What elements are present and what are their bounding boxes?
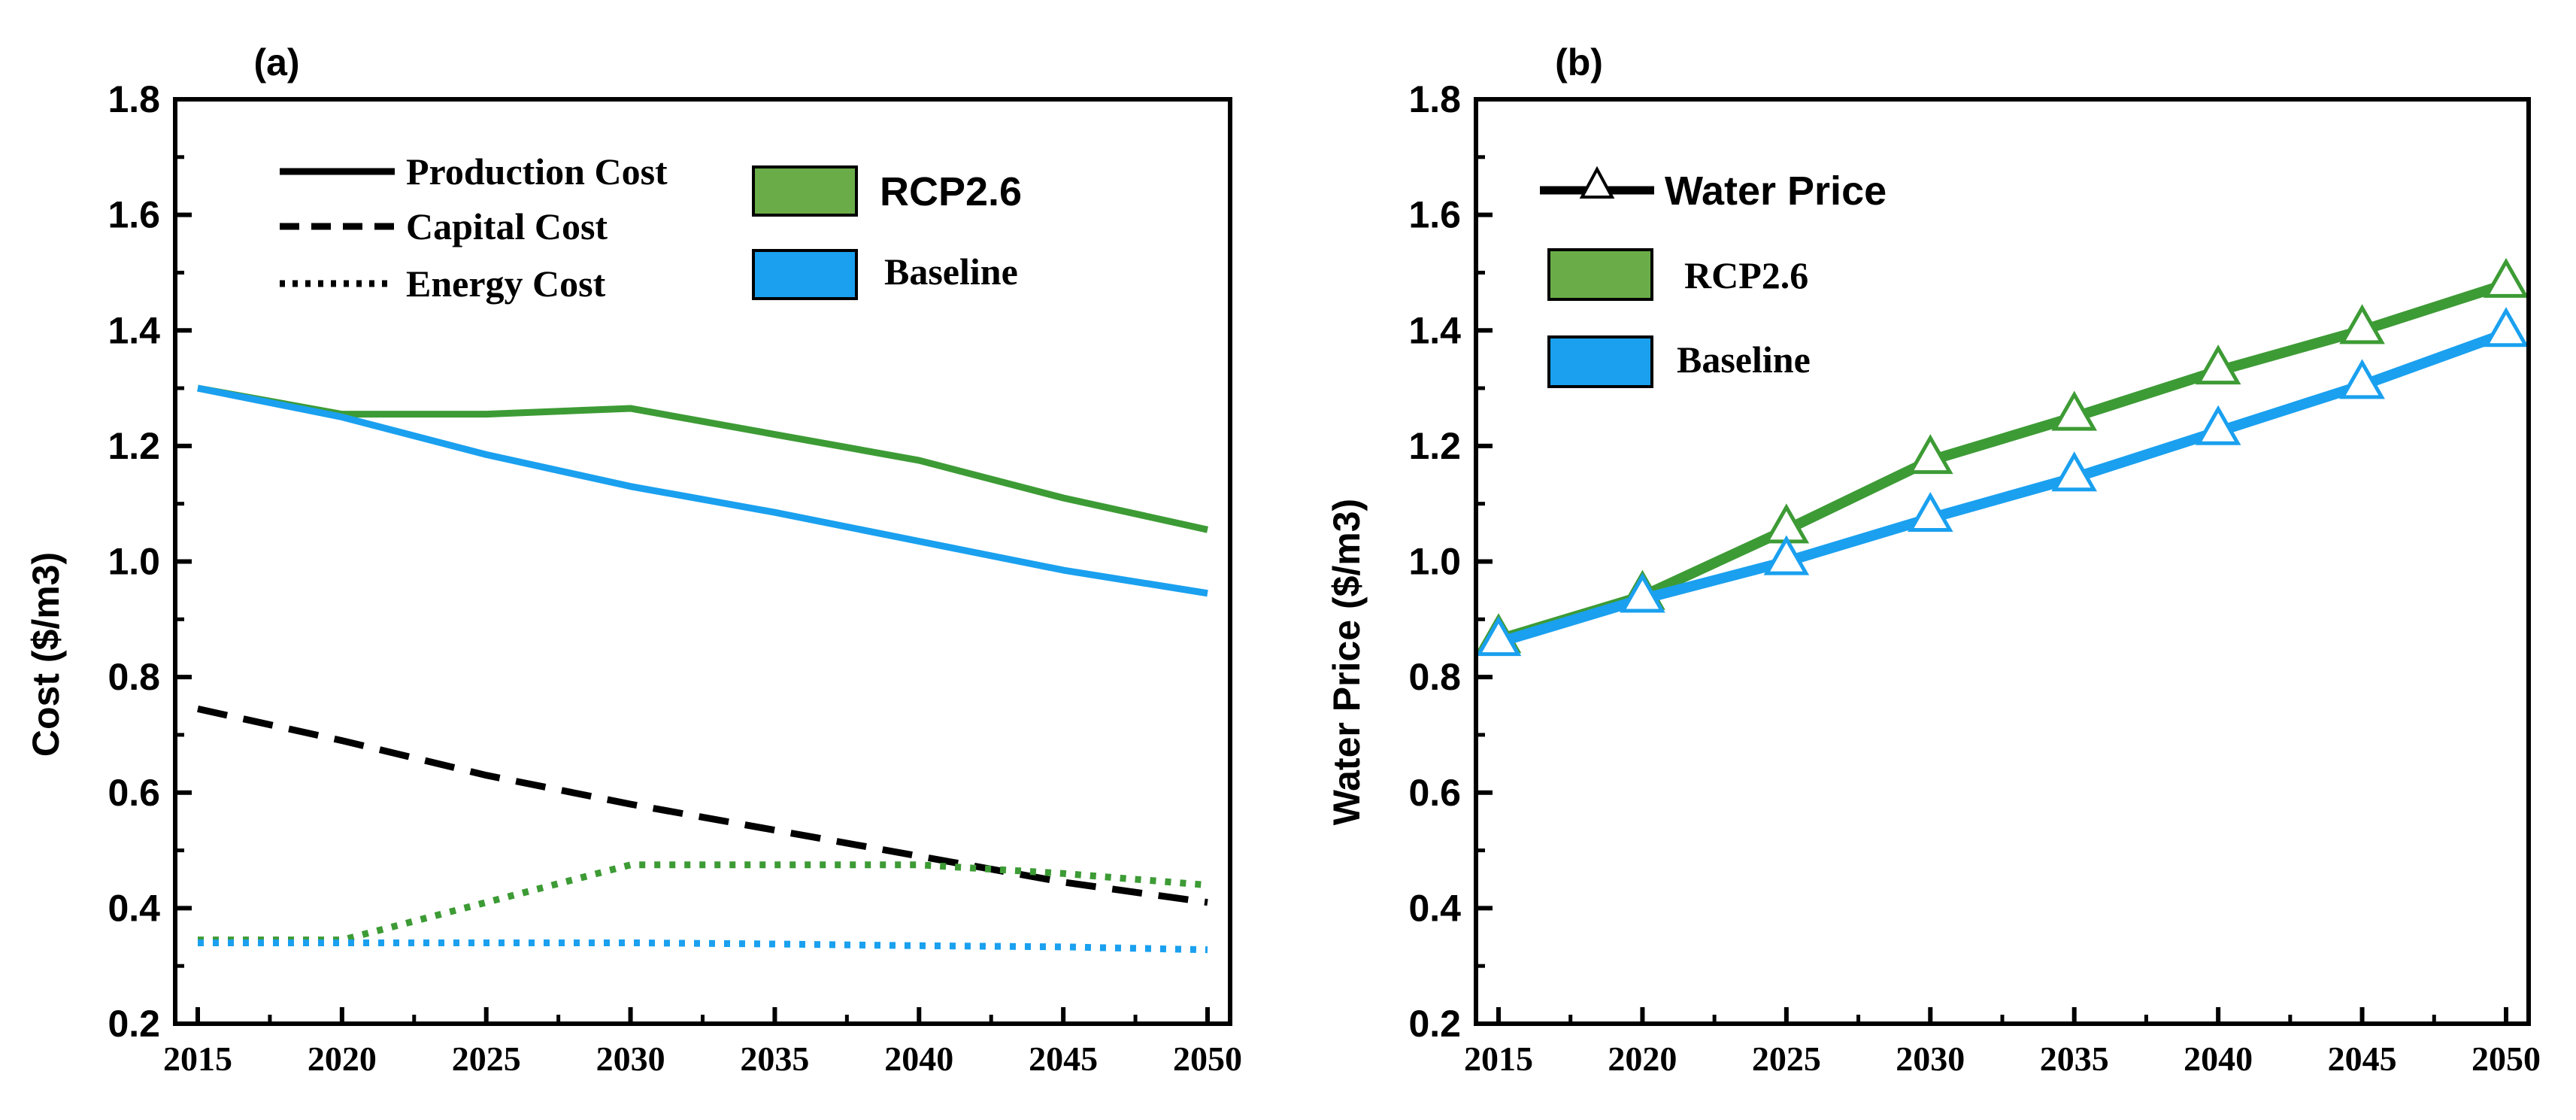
panel-b-y-tick-label: 1.6 <box>1408 194 1461 236</box>
legend-energy-cost-label: Energy Cost <box>406 263 606 305</box>
panel-a-x-tick-label: 2045 <box>1029 1040 1098 1078</box>
panel-b-x-ticks: 2015 2020 2025 2030 2035 2040 2045 2050 <box>1464 1007 2541 1078</box>
series-water-price-rcp2-6-point <box>2051 390 2098 431</box>
panel-b-series <box>1475 257 2529 657</box>
panel-a-y-tick-label: 0.8 <box>108 656 160 698</box>
series-water-price-baseline-line <box>1496 328 2508 648</box>
panel-b-frame <box>1474 97 2531 1026</box>
series-water-price-baseline-point <box>2339 359 2385 399</box>
panel-a-y-tick-label: 1.0 <box>108 541 160 583</box>
panel-b-y-tick-label: 1.2 <box>1408 425 1461 467</box>
panel-a-y-tick-label: 1.4 <box>108 309 160 351</box>
panel-a-frame <box>173 97 1232 1026</box>
legend-rcp-label: RCP2.6 <box>880 169 1022 214</box>
panel-b-legend: Water Price RCP2.6 Baseline <box>1540 165 1887 388</box>
panel-b-y-tick-label: 0.6 <box>1408 772 1461 814</box>
series-production-cost-baseline-line <box>197 384 1208 597</box>
series-water-price-baseline-point <box>1763 535 1810 575</box>
panel-a-x-tick-label: 2030 <box>596 1040 665 1078</box>
series-water-price-baseline-point <box>1620 572 1665 613</box>
panel-a-x-tick-label: 2040 <box>884 1040 953 1078</box>
panel-b-y-tick-label: 1.4 <box>1408 309 1461 351</box>
panel-b-x-tick-label: 2030 <box>1896 1040 1965 1078</box>
panel-a-x-tick-label: 2025 <box>452 1040 521 1078</box>
panel-a-legend-line-types: Production Cost Capital Cost Energy Cost <box>280 150 668 305</box>
panel-a-legend-scenarios: RCP2.6 Baseline <box>752 165 1022 300</box>
legend-baseline-swatch <box>752 249 858 300</box>
panel-a-x-tick-label: 2015 <box>163 1040 232 1078</box>
panel-b-x-tick-label: 2045 <box>2328 1040 2397 1078</box>
panel-a-x-tick-label: 2035 <box>740 1040 809 1078</box>
series-capital-cost-line <box>197 705 1208 906</box>
panel-b-y-tick-label: 0.4 <box>1408 887 1461 929</box>
panel-a-y-tick-label: 0.2 <box>108 1003 160 1045</box>
series-water-price-rcp2-6-line <box>1496 279 2508 645</box>
panel-b-x-tick-label: 2015 <box>1464 1040 1533 1078</box>
panel-a-series <box>197 384 1208 954</box>
series-energy-cost-rcp2-6-line <box>198 861 1208 944</box>
panel-b-label: (b) <box>1555 41 1603 83</box>
panel-b-x-tick-label: 2025 <box>1752 1040 1821 1078</box>
panel-b-x-tick-label: 2040 <box>2184 1040 2253 1078</box>
panel-b-x-tick-label: 2020 <box>1608 1040 1677 1078</box>
series-energy-cost-baseline-line <box>198 939 1208 954</box>
panel-a-x-tick-label: 2050 <box>1173 1040 1242 1078</box>
legend-b-baseline-swatch <box>1547 335 1653 388</box>
panel-a: (a) Cost ($/m3) 0.2 0.4 0.6 0.8 1.0 1.2 1.4 1.6… <box>25 41 1242 1078</box>
series-water-price-baseline-point <box>2483 307 2529 348</box>
legend-b-rcp-swatch <box>1547 248 1653 301</box>
panel-a-label: (a) <box>253 41 299 83</box>
panel-a-x-tick-label: 2020 <box>308 1040 377 1078</box>
panel-b-y-tick-label: 0.8 <box>1408 656 1461 698</box>
panel-b-y-tick-label: 0.2 <box>1408 1003 1461 1045</box>
panel-b-y-tick-label: 1.8 <box>1408 78 1461 120</box>
panel-b-y-tick-label: 1.0 <box>1408 541 1461 583</box>
panel-a-y-tick-label: 0.4 <box>108 887 160 929</box>
series-water-price-baseline-point <box>1475 616 1522 657</box>
panel-b-x-tick-label: 2035 <box>2040 1040 2109 1078</box>
panel-a-y-tick-label: 1.2 <box>108 425 160 467</box>
series-water-price-rcp2-6-point <box>2483 257 2529 298</box>
legend-rcp-swatch <box>752 165 858 217</box>
panel-a-y-tick-label: 0.6 <box>108 772 160 814</box>
series-production-cost-rcp2-6-line <box>197 384 1208 533</box>
series-water-price-baseline-point <box>2195 405 2241 445</box>
legend-water-price-triangle-icon <box>1579 165 1615 199</box>
series-water-price-baseline-point <box>2051 451 2098 492</box>
panel-b-y-axis-title: Water Price ($/m3) <box>1326 499 1368 825</box>
legend-baseline-label: Baseline <box>884 250 1018 293</box>
panel-b-y-ticks: 0.2 0.4 0.6 0.8 1.0 1.2 1.4 1.6 1.8 <box>1408 78 1493 1045</box>
legend-capital-cost-label: Capital Cost <box>406 205 608 247</box>
legend-b-rcp-label: RCP2.6 <box>1684 254 1808 296</box>
series-water-price-rcp2-6-point <box>1907 434 1953 475</box>
legend-water-price-label: Water Price <box>1665 168 1887 214</box>
panel-b-x-tick-label: 2050 <box>2471 1040 2541 1078</box>
panel-a-y-ticks: 0.2 0.4 0.6 0.8 1.0 1.2 1.4 1.6 1.8 <box>108 78 192 1045</box>
legend-b-baseline-label: Baseline <box>1677 338 1811 381</box>
legend-production-cost-label: Production Cost <box>406 150 668 193</box>
panel-a-x-ticks: 2015 2020 2025 2030 2035 2040 2045 2050 <box>163 1007 1242 1078</box>
series-water-price-baseline-point <box>1907 491 1953 532</box>
panel-a-y-axis-title: Cost ($/m3) <box>25 552 67 757</box>
panel-b: (b) Water Price ($/m3) 0.2 0.4 0.6 0.8 1.0 1.… <box>1326 41 2541 1078</box>
series-water-price-rcp2-6-point <box>2195 344 2241 385</box>
series-water-price-rcp2-6-point <box>2339 304 2385 344</box>
panel-a-y-tick-label: 1.8 <box>108 78 160 120</box>
panel-a-y-tick-label: 1.6 <box>108 194 160 236</box>
